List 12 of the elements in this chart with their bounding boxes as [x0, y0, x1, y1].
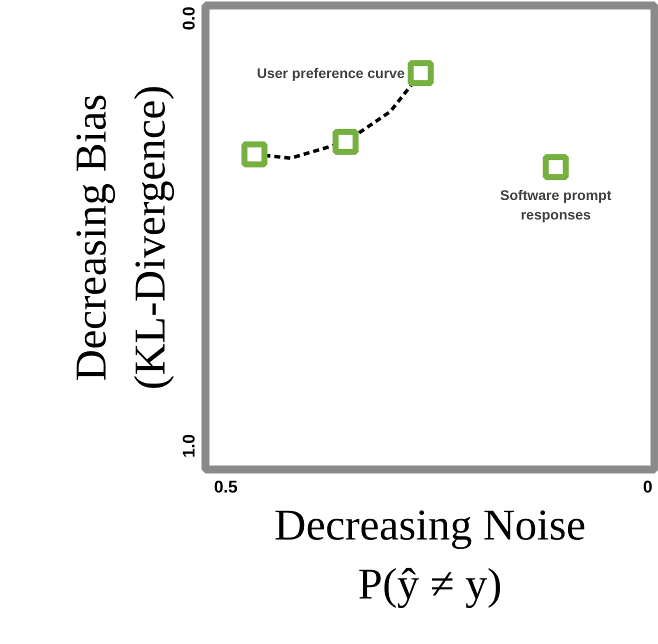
x-tick-label: 0.5 [214, 478, 238, 496]
point [241, 141, 268, 168]
point [408, 60, 434, 86]
y-tick-label: 1.0 [180, 434, 198, 458]
annotation: User preference curve [256, 65, 405, 82]
y-tick-label: 0.0 [180, 6, 198, 30]
y-axis-title: Decreasing Bias (KL-Divergence) [66, 85, 174, 390]
point [542, 154, 569, 180]
point [332, 128, 359, 155]
annotation: Software prompt responses [500, 187, 612, 222]
x-tick-label: 0 [643, 478, 652, 496]
x-axis-title: Decreasing Noise P(ŷ ≠ y) [274, 500, 586, 608]
